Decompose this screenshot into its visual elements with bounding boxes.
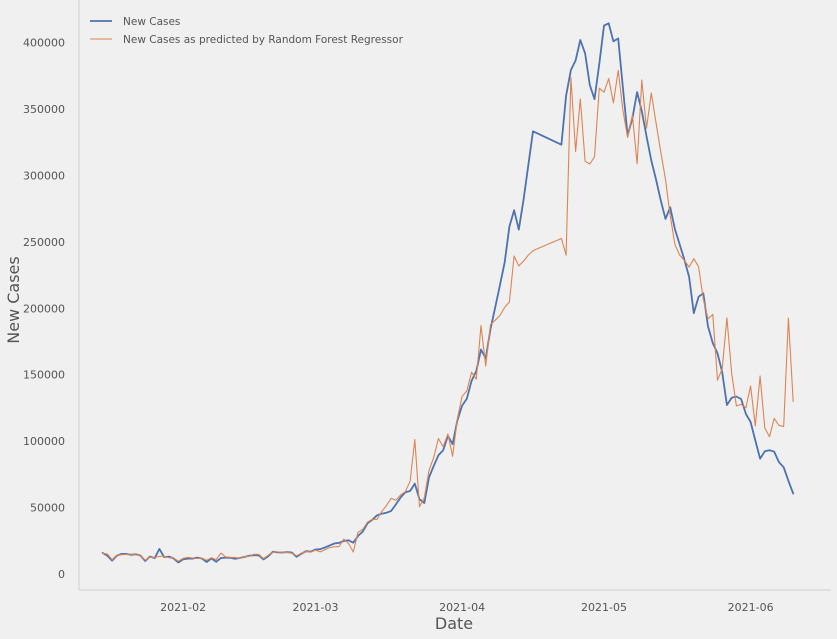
y-tick-label: 300000 bbox=[23, 169, 65, 182]
x-tick-label: 2021-03 bbox=[293, 601, 339, 614]
y-axis-title: New Cases bbox=[4, 256, 23, 343]
y-tick-label: 350000 bbox=[23, 103, 65, 116]
y-tick-label: 400000 bbox=[23, 37, 65, 50]
y-tick-label: 150000 bbox=[23, 369, 65, 382]
legend-label-predicted: New Cases as predicted by Random Forest … bbox=[123, 34, 404, 46]
y-tick-label: 100000 bbox=[23, 435, 65, 448]
x-tick-label: 2021-06 bbox=[728, 601, 774, 614]
x-tick-labels: 2021-02 2021-03 2021-04 2021-05 2021-06 bbox=[160, 601, 773, 614]
y-tick-label: 0 bbox=[58, 568, 65, 581]
x-axis-title: Date bbox=[435, 614, 473, 633]
y-tick-label: 200000 bbox=[23, 302, 65, 315]
x-tick-label: 2021-05 bbox=[581, 601, 627, 614]
series-lines bbox=[101, 22, 795, 564]
series-line-new-cases bbox=[101, 22, 795, 564]
y-tick-label: 50000 bbox=[30, 502, 65, 515]
legend-label-new-cases: New Cases bbox=[123, 16, 180, 28]
series-line-predicted bbox=[102, 69, 794, 562]
x-tick-label: 2021-02 bbox=[160, 601, 206, 614]
legend: New Cases New Cases as predicted by Rand… bbox=[90, 16, 404, 46]
y-tick-label: 250000 bbox=[23, 236, 65, 249]
x-tick-label: 2021-04 bbox=[439, 601, 485, 614]
y-tick-labels: 0 50000 100000 150000 200000 250000 300000 3500… bbox=[23, 37, 65, 582]
